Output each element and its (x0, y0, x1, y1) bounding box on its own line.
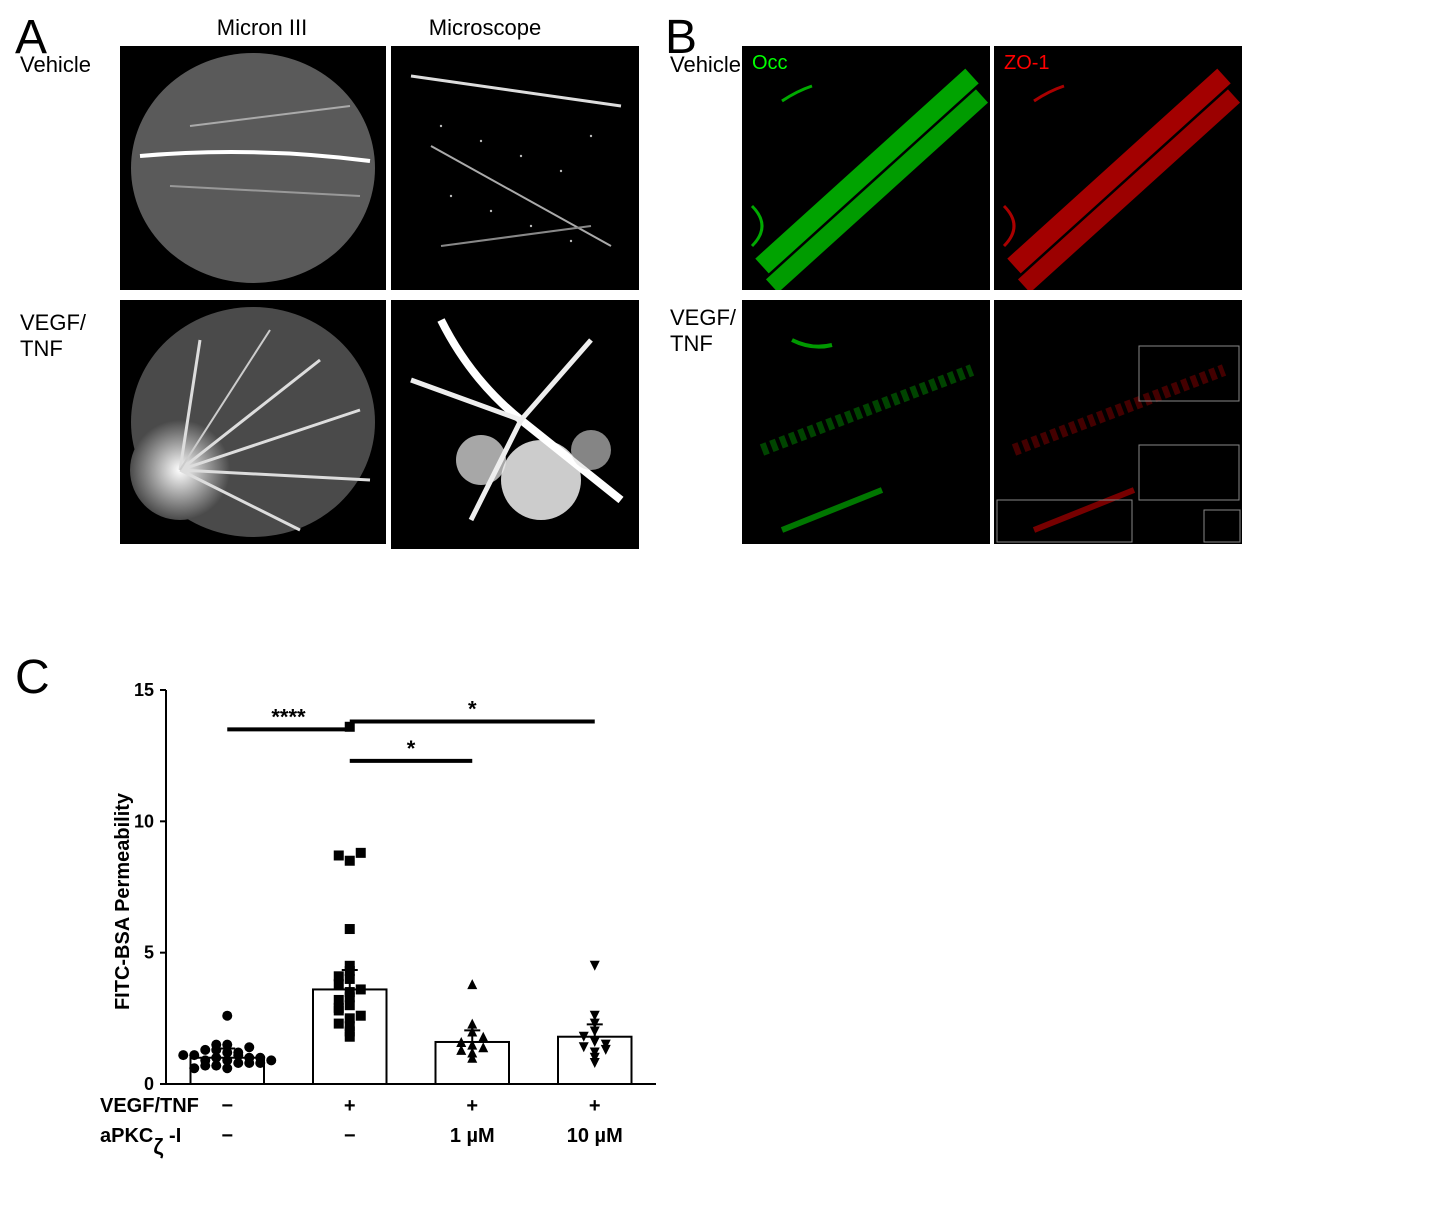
panel-a-img-vegf-microscope (391, 300, 639, 549)
svg-text:−: − (221, 1095, 233, 1117)
svg-text:10: 10 (134, 811, 154, 831)
svg-text:−: − (344, 1125, 356, 1147)
svg-text:1 µM: 1 µM (450, 1125, 495, 1147)
svg-text:−: − (221, 1125, 233, 1147)
panel-b-img-vegf-zo1 (994, 300, 1242, 544)
panel-a-row2-label: VEGF/TNF (20, 310, 86, 362)
chart-svg: 051015******VEGF/TNFaPKCζ -I−−+−+1 µM+10… (100, 680, 700, 1200)
panel-b-img-vegf-occ (742, 300, 990, 544)
svg-text:0: 0 (144, 1074, 154, 1094)
svg-text:5: 5 (144, 943, 154, 963)
svg-text:15: 15 (134, 680, 154, 700)
svg-text:10 µM: 10 µM (567, 1125, 623, 1147)
panel-a-col2-label: Microscope (420, 15, 550, 41)
panel-b-row2-label: VEGF/TNF (670, 305, 736, 357)
panel-b-img-vehicle-occ (742, 46, 990, 290)
svg-text:+: + (589, 1095, 601, 1117)
svg-text:aPKCζ -I: aPKCζ -I (100, 1125, 181, 1159)
occ-label: Occ (752, 52, 788, 75)
panel-c-label: C (15, 650, 50, 705)
chart-container: FITC-BSA Permeability 051015******VEGF/T… (100, 680, 700, 1200)
svg-text:+: + (344, 1095, 356, 1117)
panel-a-img-vehicle-micron (120, 46, 386, 290)
panel-a-col1-label: Micron III (197, 15, 327, 41)
panel-b-img-vehicle-zo1 (994, 46, 1242, 290)
panel-a-img-vehicle-microscope (391, 46, 639, 290)
panel-b-row1-label: Vehicle (670, 52, 741, 78)
svg-text:*: * (468, 697, 477, 722)
svg-text:****: **** (271, 704, 306, 729)
svg-text:*: * (407, 736, 416, 761)
svg-text:+: + (466, 1095, 478, 1117)
panel-a-img-vegf-micron (120, 300, 386, 544)
zo1-label: ZO-1 (1004, 52, 1050, 75)
panel-a-row1-label: Vehicle (20, 52, 91, 78)
svg-text:VEGF/TNF: VEGF/TNF (100, 1095, 199, 1117)
